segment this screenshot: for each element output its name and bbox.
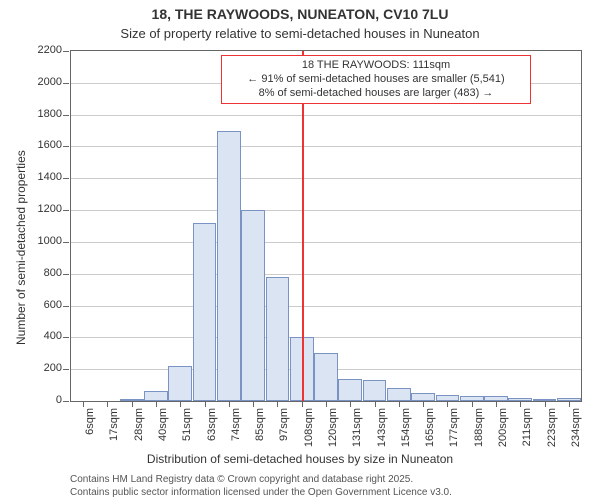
y-tick-label: 800 — [30, 267, 62, 279]
x-tick — [107, 401, 108, 407]
histogram-bar — [144, 391, 168, 401]
x-tick-label: 154sqm — [400, 408, 412, 458]
x-tick-label: 120sqm — [327, 408, 339, 458]
plot-area: 18 THE RAYWOODS: 111sqm← 91% of semi-det… — [70, 50, 582, 402]
y-tick-label: 1200 — [30, 203, 62, 215]
x-tick-label: 17sqm — [108, 408, 120, 458]
y-tick-label: 2000 — [30, 76, 62, 88]
x-tick — [472, 401, 473, 407]
chart-container: 18, THE RAYWOODS, NUNEATON, CV10 7LU Siz… — [0, 0, 600, 500]
x-tick — [399, 401, 400, 407]
y-tick — [63, 210, 69, 211]
y-tick — [63, 115, 69, 116]
y-axis-label: Number of semi-detached properties — [14, 150, 28, 345]
histogram-bar — [387, 388, 411, 401]
x-tick-label: 40sqm — [157, 408, 169, 458]
y-tick-label: 1600 — [30, 139, 62, 151]
histogram-bar — [168, 366, 192, 401]
x-tick-label: 85sqm — [254, 408, 266, 458]
x-tick — [132, 401, 133, 407]
callout-line-3: 8% of semi-detached houses are larger (4… — [228, 87, 524, 101]
x-tick — [277, 401, 278, 407]
x-tick-label: 165sqm — [424, 408, 436, 458]
histogram-bar — [193, 223, 217, 401]
x-tick — [156, 401, 157, 407]
y-tick-label: 0 — [30, 394, 62, 406]
grid-line — [71, 274, 581, 275]
y-tick — [63, 51, 69, 52]
y-tick-label: 200 — [30, 362, 62, 374]
y-tick — [63, 83, 69, 84]
x-tick — [375, 401, 376, 407]
x-tick-label: 200sqm — [497, 408, 509, 458]
callout-box: 18 THE RAYWOODS: 111sqm← 91% of semi-det… — [221, 55, 531, 104]
callout-line-1: 18 THE RAYWOODS: 111sqm — [228, 59, 524, 73]
grid-line — [71, 115, 581, 116]
x-tick — [229, 401, 230, 407]
histogram-bar — [338, 379, 362, 401]
y-tick-label: 2200 — [30, 44, 62, 56]
footer-text-2: Contains public sector information licen… — [70, 487, 452, 498]
x-tick — [302, 401, 303, 407]
grid-line — [71, 337, 581, 338]
chart-title: 18, THE RAYWOODS, NUNEATON, CV10 7LU — [0, 6, 600, 22]
x-tick — [520, 401, 521, 407]
x-tick-label: 28sqm — [133, 408, 145, 458]
x-tick-label: 63sqm — [206, 408, 218, 458]
histogram-bar — [266, 277, 290, 401]
y-tick — [63, 146, 69, 147]
x-tick-label: 6sqm — [84, 408, 96, 458]
x-tick-label: 177sqm — [448, 408, 460, 458]
grid-line — [71, 306, 581, 307]
y-tick — [63, 178, 69, 179]
x-tick-label: 131sqm — [351, 408, 363, 458]
x-tick-label: 234sqm — [570, 408, 582, 458]
x-tick — [350, 401, 351, 407]
y-tick-label: 600 — [30, 299, 62, 311]
y-tick-label: 1800 — [30, 108, 62, 120]
y-tick-label: 1400 — [30, 171, 62, 183]
x-tick-label: 211sqm — [521, 408, 533, 458]
x-tick-label: 74sqm — [230, 408, 242, 458]
grid-line — [71, 242, 581, 243]
x-tick — [545, 401, 546, 407]
histogram-bar — [314, 353, 338, 401]
y-tick — [63, 306, 69, 307]
x-tick-label: 188sqm — [473, 408, 485, 458]
x-tick — [423, 401, 424, 407]
histogram-bar — [411, 393, 435, 401]
y-tick — [63, 274, 69, 275]
y-tick-label: 1000 — [30, 235, 62, 247]
x-tick — [326, 401, 327, 407]
x-tick — [569, 401, 570, 407]
x-tick — [496, 401, 497, 407]
x-tick-label: 108sqm — [303, 408, 315, 458]
grid-line — [71, 146, 581, 147]
chart-subtitle: Size of property relative to semi-detach… — [0, 26, 600, 41]
x-tick — [447, 401, 448, 407]
y-tick — [63, 401, 69, 402]
histogram-bar — [217, 131, 241, 401]
footer-text-1: Contains HM Land Registry data © Crown c… — [70, 474, 413, 485]
grid-line — [71, 178, 581, 179]
x-tick — [83, 401, 84, 407]
x-tick — [205, 401, 206, 407]
y-tick — [63, 337, 69, 338]
x-tick-label: 97sqm — [278, 408, 290, 458]
x-tick — [253, 401, 254, 407]
x-tick-label: 143sqm — [376, 408, 388, 458]
grid-line — [71, 210, 581, 211]
y-tick — [63, 369, 69, 370]
y-tick-label: 400 — [30, 330, 62, 342]
histogram-bar — [363, 380, 387, 401]
callout-line-2: ← 91% of semi-detached houses are smalle… — [228, 73, 524, 87]
y-tick — [63, 242, 69, 243]
x-tick-label: 51sqm — [181, 408, 193, 458]
x-tick-label: 223sqm — [546, 408, 558, 458]
histogram-bar — [241, 210, 265, 401]
x-tick — [180, 401, 181, 407]
